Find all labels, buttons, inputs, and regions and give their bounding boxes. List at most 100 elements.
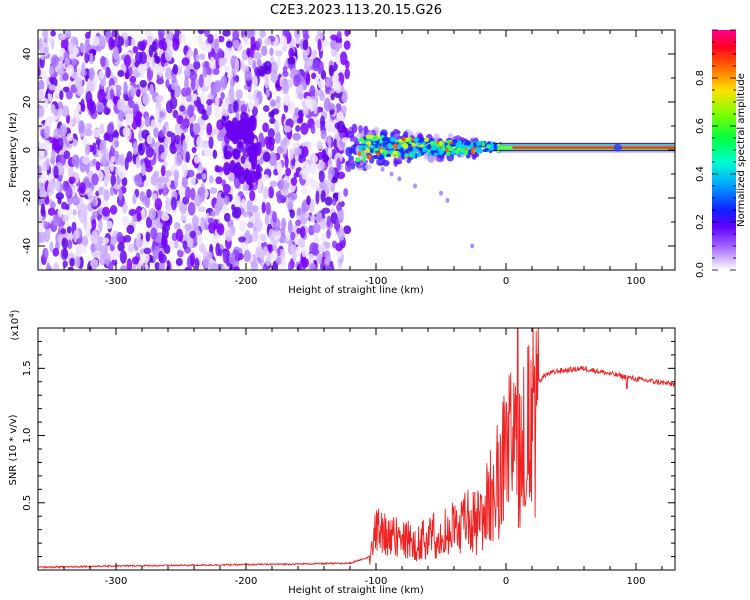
noise-blotch bbox=[84, 39, 91, 54]
noise-blotch bbox=[342, 89, 348, 103]
noise-blotch bbox=[146, 188, 152, 198]
noise-blotch bbox=[80, 245, 87, 254]
noise-blotch bbox=[207, 33, 214, 44]
noise-blotch bbox=[219, 265, 225, 270]
noise-blotch bbox=[251, 105, 258, 117]
noise-blotch bbox=[214, 96, 220, 107]
noise-blotch bbox=[237, 140, 243, 149]
noise-blotch bbox=[274, 50, 283, 57]
signal-core-speckle bbox=[486, 144, 491, 150]
noise-blotch bbox=[327, 134, 332, 149]
noise-blotch bbox=[38, 79, 45, 92]
svg-text:(x104): (x104) bbox=[8, 309, 21, 340]
noise-blotch bbox=[190, 187, 196, 201]
noise-blotch bbox=[56, 137, 64, 151]
noise-blotch bbox=[261, 201, 266, 214]
noise-blotch bbox=[269, 47, 274, 56]
noise-blotch bbox=[330, 93, 335, 101]
noise-blotch bbox=[224, 195, 230, 205]
signal-echo-dot bbox=[445, 197, 450, 203]
noise-blotch bbox=[132, 46, 139, 54]
noise-blotch bbox=[301, 161, 310, 173]
noise-blotch bbox=[47, 207, 56, 216]
noise-blotch bbox=[148, 44, 154, 58]
noise-blotch bbox=[183, 68, 191, 77]
noise-blotch bbox=[320, 232, 327, 243]
noise-blotch bbox=[337, 171, 346, 180]
noise-blotch bbox=[232, 30, 240, 41]
noise-blotch bbox=[60, 37, 69, 52]
signal-core-speckle bbox=[365, 140, 372, 146]
noise-blotch bbox=[264, 37, 272, 47]
noise-blotch bbox=[282, 65, 288, 74]
noise-blotch bbox=[53, 262, 60, 270]
noise-blotch bbox=[84, 128, 93, 137]
signal-halo bbox=[346, 130, 355, 139]
signal-core-speckle bbox=[369, 148, 374, 154]
signal-core-speckle bbox=[463, 149, 469, 156]
noise-blotch bbox=[145, 231, 151, 242]
noise-blotch bbox=[310, 263, 317, 270]
noise-blotch bbox=[38, 260, 42, 270]
noise-blotch bbox=[79, 43, 87, 53]
noise-blotch bbox=[342, 137, 349, 144]
noise-blotch bbox=[232, 149, 241, 160]
noise-blotch bbox=[105, 108, 110, 115]
noise-blotch bbox=[122, 126, 131, 138]
noise-blotch bbox=[57, 196, 62, 205]
noise-blotch bbox=[186, 87, 192, 96]
noise-blotch bbox=[198, 74, 204, 88]
noise-blotch bbox=[157, 222, 163, 229]
noise-blotch bbox=[144, 195, 151, 208]
noise-blotch bbox=[81, 235, 89, 247]
noise-blotch bbox=[178, 32, 186, 45]
signal-echo-dot bbox=[439, 190, 443, 196]
noise-blotch bbox=[90, 230, 99, 244]
noise-blotch bbox=[62, 260, 68, 268]
noise-blotch bbox=[103, 132, 109, 141]
noise-blotch bbox=[336, 157, 341, 172]
noise-blotch bbox=[246, 145, 253, 156]
noise-blotch bbox=[100, 155, 107, 166]
noise-blotch bbox=[196, 136, 204, 149]
noise-blotch bbox=[234, 58, 240, 73]
noise-blotch bbox=[196, 235, 203, 246]
noise-blotch bbox=[270, 99, 276, 108]
noise-blotch bbox=[184, 223, 193, 231]
noise-blotch bbox=[299, 84, 304, 94]
noise-blotch bbox=[124, 71, 130, 80]
signal-halo bbox=[427, 154, 435, 164]
noise-blotch bbox=[265, 88, 270, 98]
noise-blotch bbox=[203, 74, 212, 88]
noise-blotch bbox=[68, 176, 76, 184]
noise-blotch bbox=[243, 34, 249, 46]
noise-blotch bbox=[116, 98, 126, 111]
noise-blotch bbox=[82, 136, 88, 148]
noise-blotch bbox=[243, 249, 251, 263]
signal-core-speckle bbox=[419, 137, 423, 143]
signal-core-speckle bbox=[421, 146, 427, 153]
noise-blotch bbox=[218, 57, 225, 68]
noise-blotch bbox=[341, 105, 347, 114]
noise-blotch bbox=[267, 128, 275, 139]
noise-blotch bbox=[326, 215, 332, 228]
noise-blotch bbox=[328, 64, 334, 77]
noise-blotch bbox=[242, 211, 249, 218]
noise-blotch bbox=[339, 51, 348, 66]
signal-core-speckle bbox=[455, 148, 460, 155]
noise-blotch bbox=[187, 201, 196, 216]
noise-blotch bbox=[116, 231, 124, 243]
noise-blotch bbox=[86, 221, 91, 235]
signal-core-speckle bbox=[357, 150, 362, 157]
snr-x-ticks: -300 -200 -100 0 100 bbox=[37, 328, 663, 587]
noise-blotch bbox=[65, 204, 70, 211]
noise-blotch bbox=[263, 186, 269, 200]
noise-blotch bbox=[121, 176, 128, 187]
signal-core-speckle bbox=[369, 145, 375, 149]
signal-core-speckle bbox=[476, 141, 481, 146]
noise-blotch bbox=[234, 75, 240, 83]
noise-blotch bbox=[217, 35, 225, 43]
noise-blotch bbox=[312, 155, 319, 163]
noise-blotch bbox=[108, 36, 115, 51]
